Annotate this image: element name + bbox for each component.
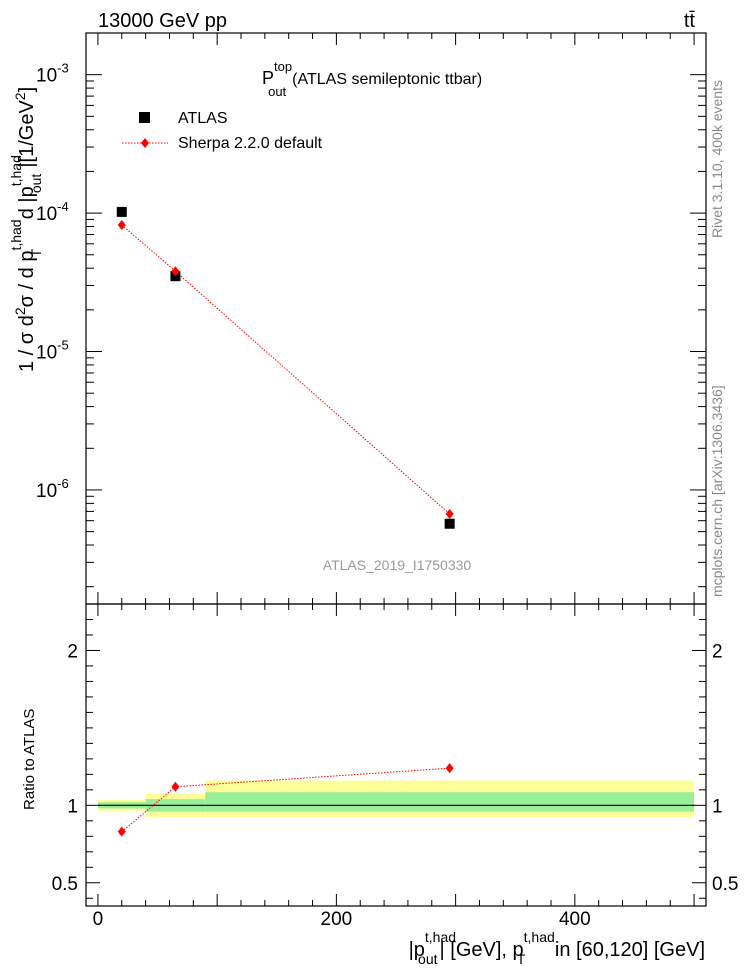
y-axis-label: 1 / σ d2σ / d pt,hadT d |pt,had out|[1/Ge… <box>8 87 44 372</box>
ratio-y-tick-label-right-2: 2 <box>712 641 723 662</box>
ratio-y-tick-label-1: 1 <box>67 796 78 817</box>
y-tick-label-2: 10-4 <box>36 199 69 225</box>
ratio-y-tick-label-right-0: 0.5 <box>712 874 738 895</box>
ratio-bands <box>97 780 695 817</box>
ratio-y-tick-label-0: 0.5 <box>52 874 78 895</box>
mcplots-label: mcplots.cern.ch [arXiv:1306.3436] <box>709 385 725 597</box>
sherpa-point-2 <box>445 509 454 520</box>
ratio-panel-frame <box>85 603 707 907</box>
x-tick-label-2: 400 <box>559 909 591 930</box>
atlas-point-2 <box>444 518 455 529</box>
y-tick-label-3: 10-3 <box>36 61 69 87</box>
sherpa-point-1 <box>171 266 180 277</box>
y-tick-label-0: 10-6 <box>36 476 69 502</box>
header-left: 13000 GeV pp <box>98 10 227 32</box>
legend: ATLAS Sherpa 2.2.0 default <box>122 110 323 152</box>
y-tick-label-1: 10-5 <box>36 338 69 364</box>
x-tick-label-0: 0 <box>93 909 104 930</box>
legend-sherpa-marker <box>141 138 149 148</box>
atlas-point-0 <box>116 206 127 217</box>
ratio-y-tick-label-right-1: 1 <box>712 796 723 817</box>
x-axis-label: |pt,had out | [GeV], pt,had T in [60,120] [… <box>409 929 705 967</box>
ratio-sherpa-point-0 <box>117 826 126 837</box>
ratio-green-band-2 <box>205 792 695 812</box>
sherpa-line <box>121 224 450 515</box>
axis-ticks: 10-6 10-5 10-4 10-3 0 200 400 0.5 0.5 1 1 2 2 <box>36 32 738 930</box>
legend-atlas-marker <box>139 112 150 123</box>
ratio-y-axis-label: Ratio to ATLAS <box>21 709 38 810</box>
header-right: tt̄ <box>684 10 696 32</box>
ratio-sherpa-point-1 <box>171 781 180 792</box>
sherpa-point-0 <box>117 220 126 231</box>
x-tick-label-1: 200 <box>321 909 353 930</box>
legend-atlas-label: ATLAS <box>178 110 228 127</box>
data-marks <box>116 206 455 837</box>
plot-title: Ptop out(ATLAS semileptonic ttbar) <box>262 59 482 99</box>
analysis-watermark: ATLAS_2019_I1750330 <box>323 557 472 573</box>
legend-sherpa-label: Sherpa 2.2.0 default <box>178 135 323 152</box>
ratio-sherpa-point-2 <box>445 763 454 774</box>
ratio-y-tick-label-2: 2 <box>67 641 78 662</box>
rivet-label: Rivet 3.1.10, 400k events <box>709 80 725 238</box>
